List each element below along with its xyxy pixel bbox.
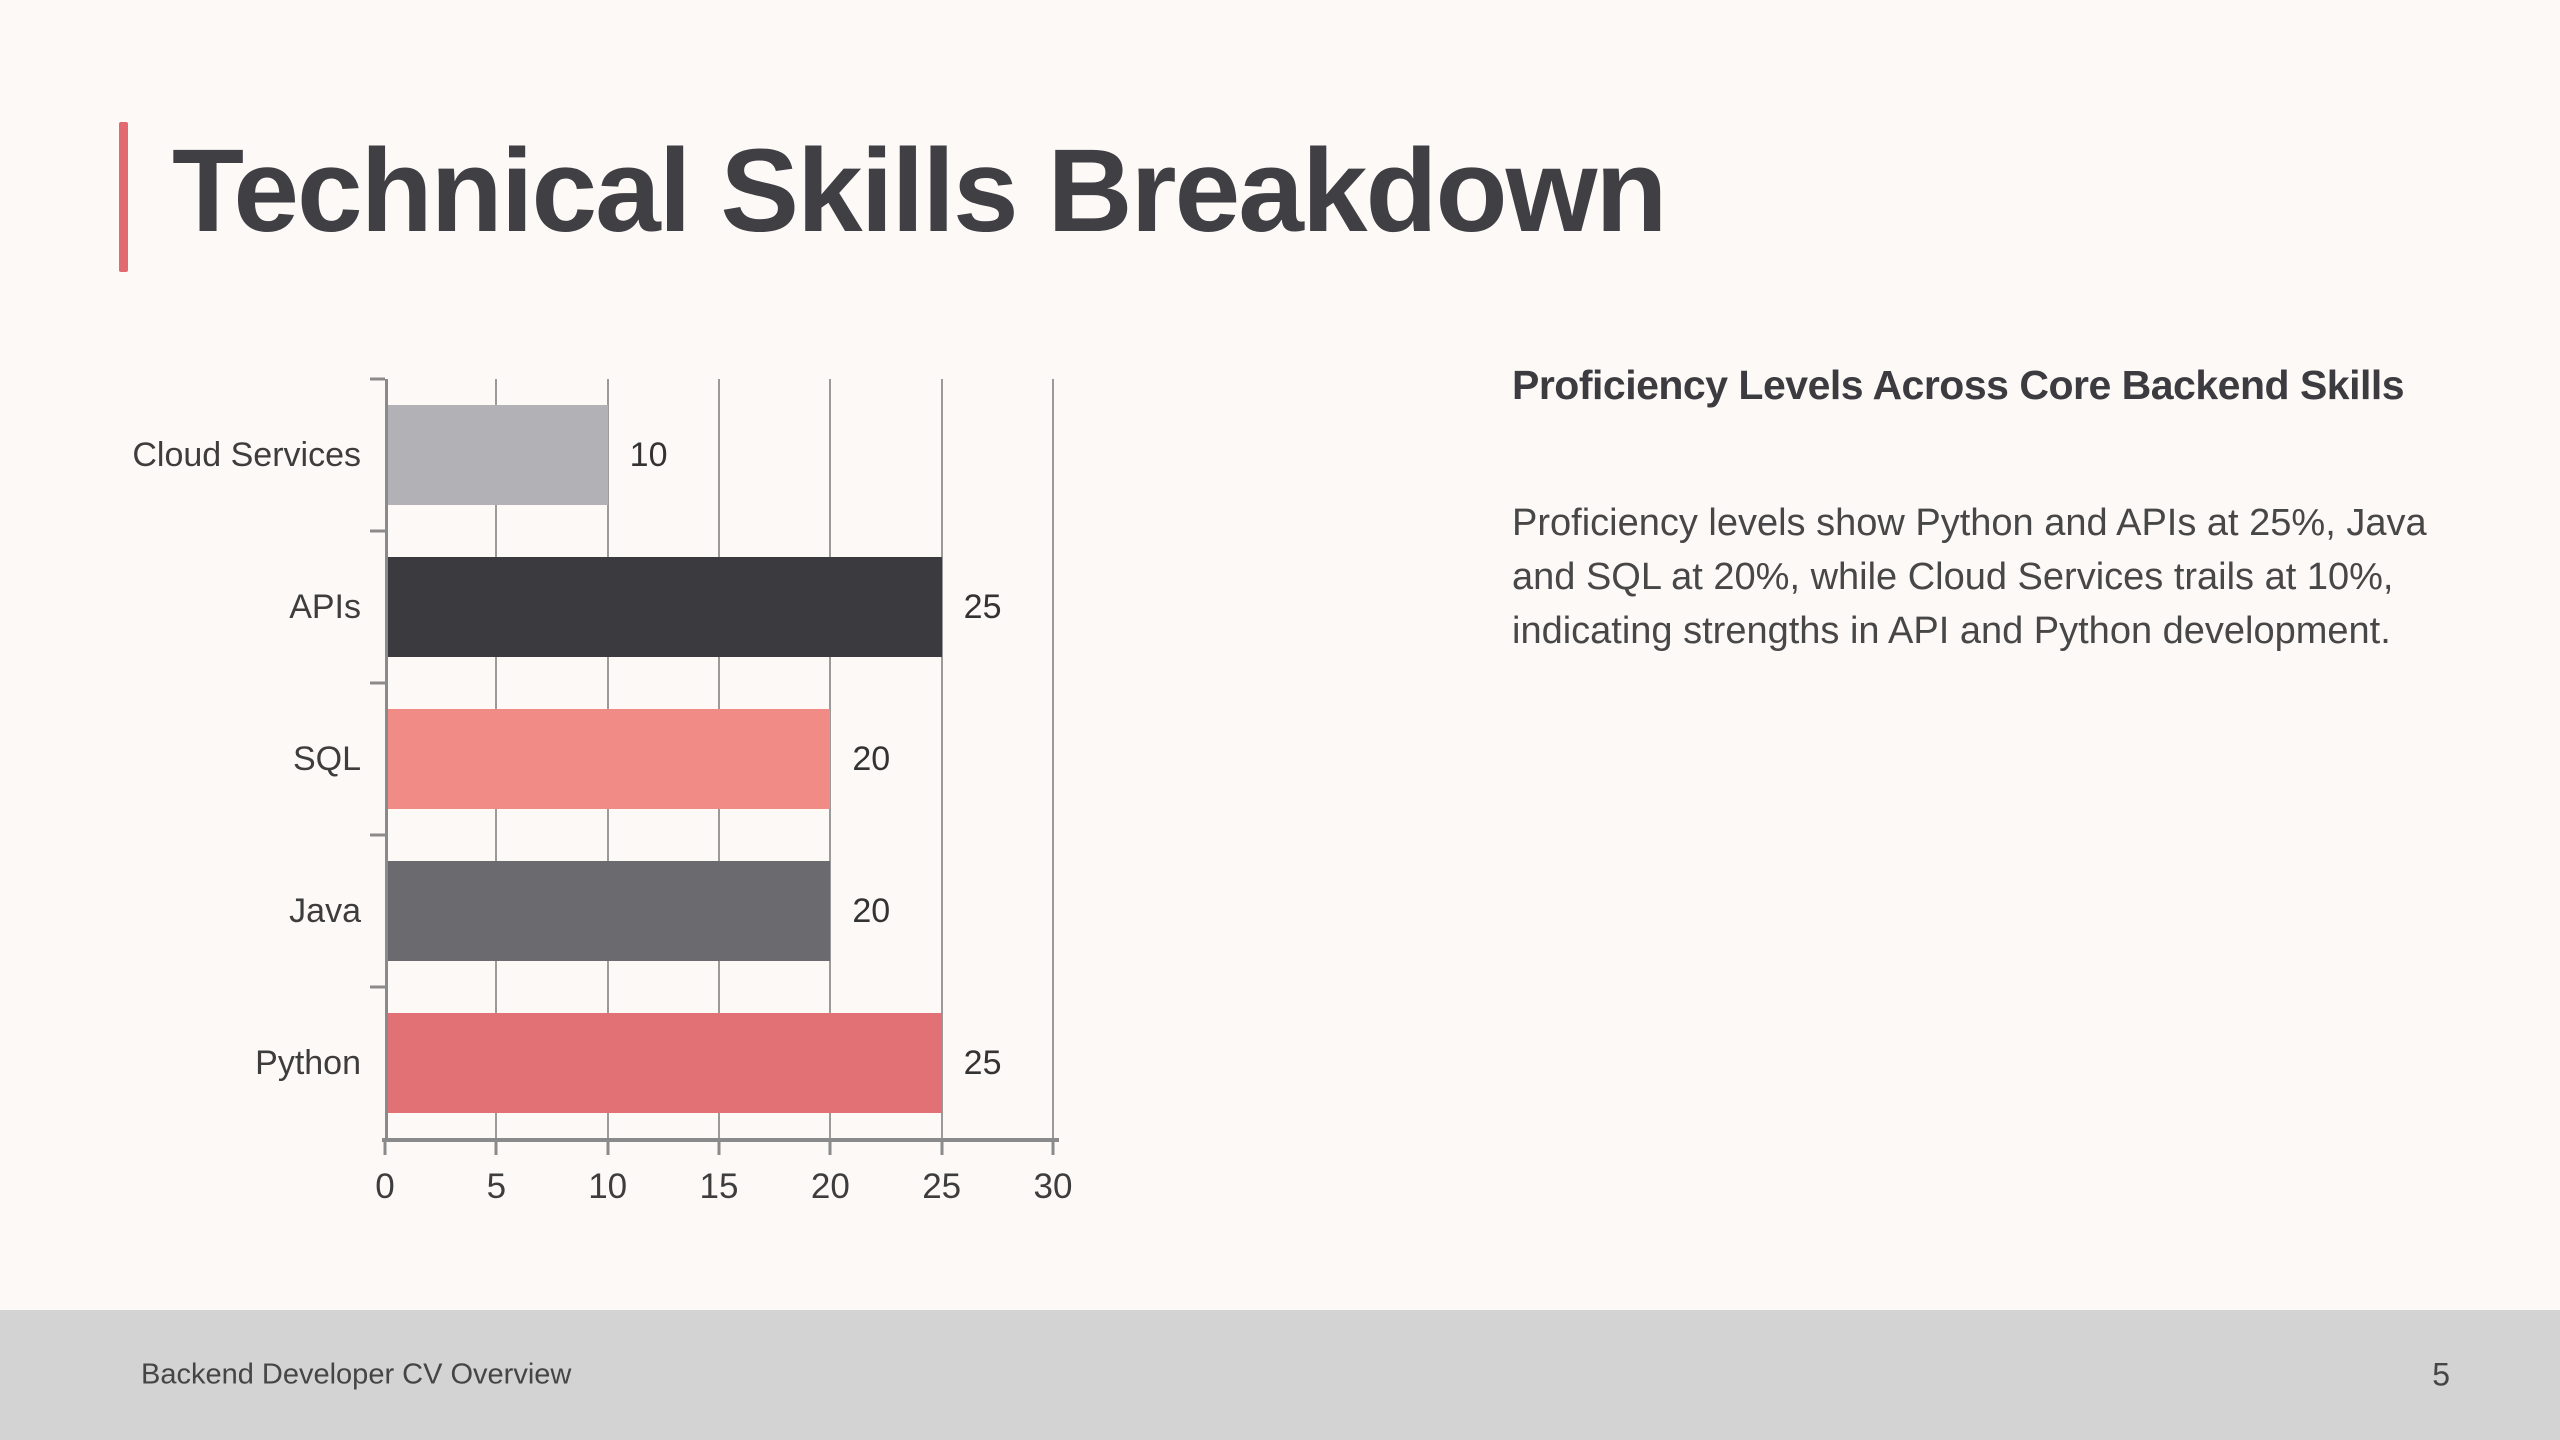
x-axis-tick	[383, 1140, 387, 1155]
gridline	[829, 379, 832, 1139]
category-label: Cloud Services	[132, 435, 361, 474]
x-axis-tick-label: 10	[588, 1167, 628, 1206]
x-axis-tick	[828, 1140, 832, 1155]
y-axis-tick	[370, 529, 385, 533]
x-axis-tick	[606, 1140, 610, 1155]
x-axis-tick-label: 25	[922, 1167, 962, 1206]
category-label: SQL	[292, 739, 361, 778]
chart-row: 20	[385, 835, 1053, 987]
bar-cloud-services	[385, 405, 608, 505]
chart-row: 10	[385, 379, 1053, 531]
chart-row: 25	[385, 531, 1053, 683]
chart-ylabels: Cloud Services APIs SQL Java Python	[132, 379, 385, 1139]
x-axis-tick	[494, 1140, 498, 1155]
bar-java	[385, 861, 831, 961]
x-axis-tick-label: 20	[810, 1167, 850, 1206]
bar-value-label: 20	[852, 739, 891, 778]
chart-row: 25	[385, 987, 1053, 1139]
bar-python	[385, 1013, 942, 1113]
x-axis-tick-label: 30	[1033, 1167, 1073, 1206]
chart-area: Cloud Services APIs SQL Java Python 10 25 20 20…	[132, 377, 1072, 1206]
bar-chart: Cloud Services APIs SQL Java Python 10 25 20 20…	[132, 377, 1072, 1206]
gridline	[1052, 379, 1054, 1139]
page-number: 5	[2432, 1356, 2450, 1393]
footer-bar: Backend Developer CV Overview 5	[0, 1310, 2560, 1440]
bar-sql	[385, 709, 831, 809]
panel-heading: Proficiency Levels Across Core Backend S…	[1512, 362, 2405, 408]
category-label: Python	[255, 1043, 361, 1082]
panel-body: Proficiency levels show Python and APIs …	[1512, 502, 2427, 652]
title-accent-bar	[119, 122, 128, 272]
bar-value-label: 25	[963, 1043, 1002, 1082]
y-axis-tick	[370, 833, 385, 837]
x-axis-tick	[1051, 1140, 1055, 1155]
x-axis-tick	[940, 1140, 944, 1155]
chart-rows: 10 25 20 20 25	[385, 379, 1053, 1139]
page-title: Technical Skills Breakdown	[172, 125, 1667, 257]
bar-value-label: 10	[629, 435, 668, 474]
y-axis-tick	[370, 681, 385, 685]
category-label: APIs	[289, 587, 361, 626]
y-axis-line	[385, 379, 388, 1139]
chart-plot: 10 25 20 20 25 0 5 10 15 20 25 30	[370, 377, 1072, 1206]
gridline	[940, 379, 943, 1139]
category-label: Java	[289, 891, 361, 930]
x-axis-tick-label: 15	[699, 1167, 739, 1206]
x-axis-tick	[717, 1140, 721, 1155]
bar-value-label: 25	[963, 587, 1002, 626]
text-panel: Proficiency Levels Across Core Backend S…	[1512, 362, 2452, 659]
x-axis-line	[382, 1138, 1059, 1142]
y-axis-tick	[370, 985, 385, 989]
footer-text: Backend Developer CV Overview	[141, 1358, 572, 1391]
y-axis-tick	[370, 377, 385, 381]
bar-apis	[385, 557, 942, 657]
chart-row: 20	[385, 683, 1053, 835]
chart-xlabels: 0 5 10 15 20 25 30	[375, 1167, 1072, 1217]
x-axis-tick-label: 5	[486, 1167, 507, 1206]
x-axis-tick-label: 0	[375, 1167, 395, 1206]
bar-value-label: 20	[852, 891, 891, 930]
